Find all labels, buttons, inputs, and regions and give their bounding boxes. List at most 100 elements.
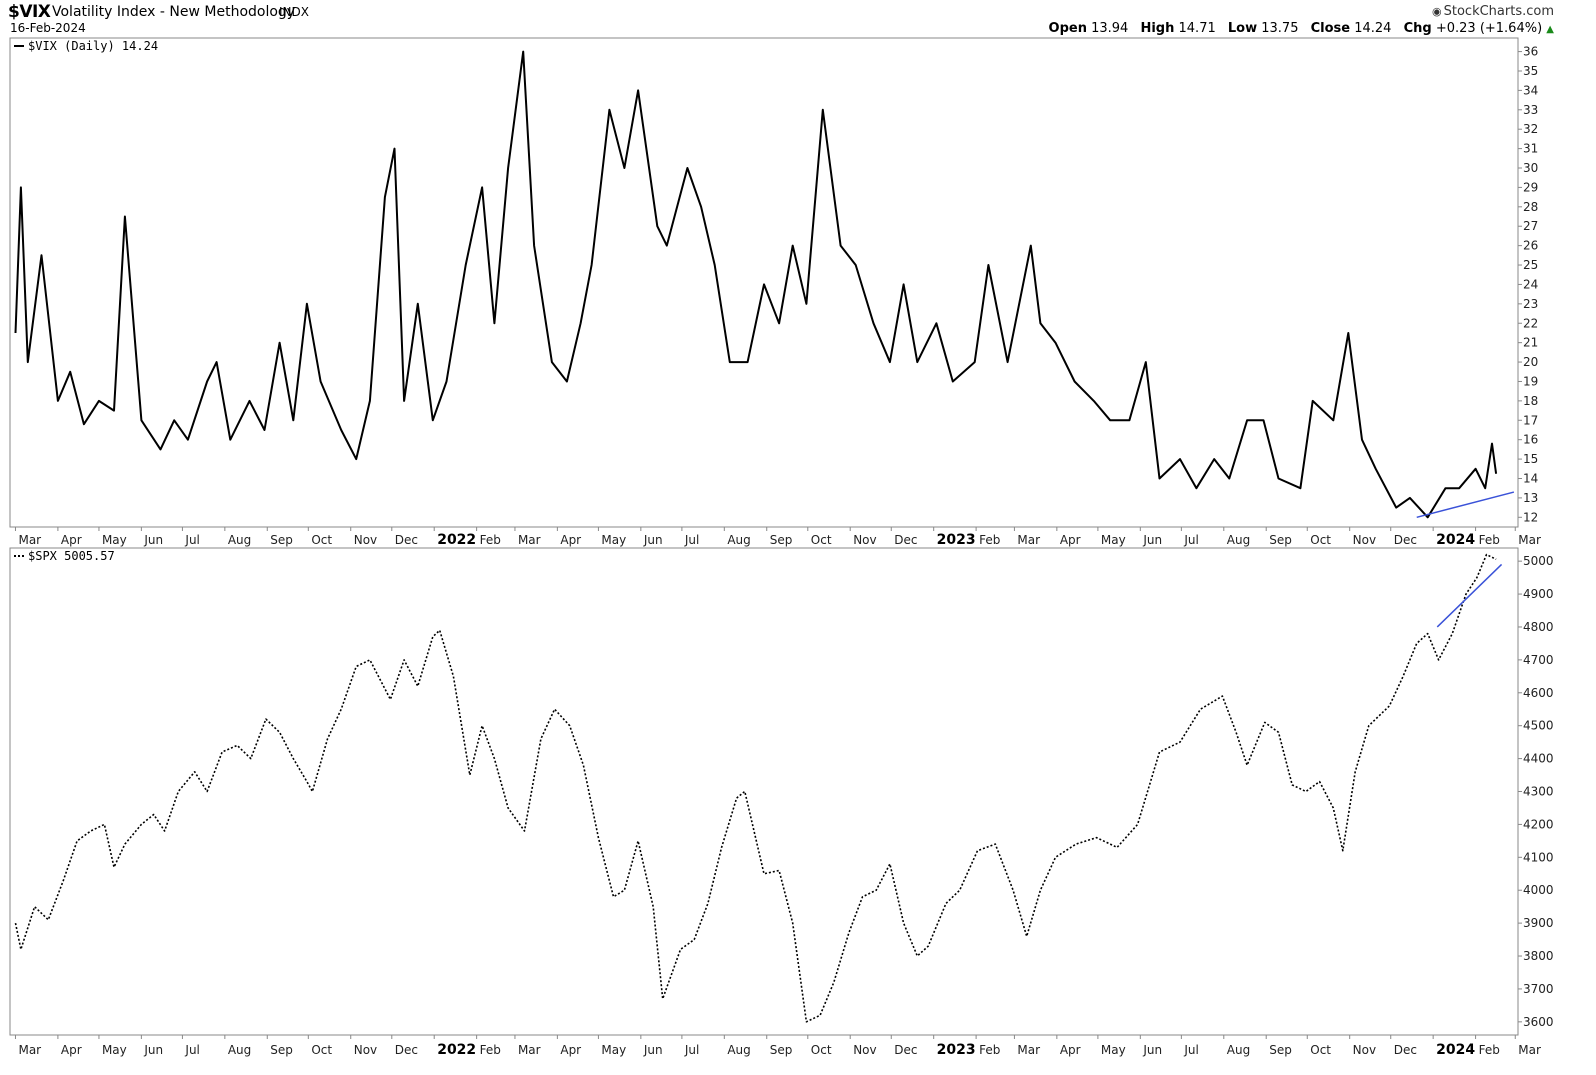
y-tick-label: 33	[1523, 103, 1538, 117]
y-tick-label: 5000	[1523, 554, 1554, 568]
x-tick-label: Jun	[1142, 533, 1162, 547]
x-tick-label: Aug	[727, 1043, 750, 1057]
y-tick-label: 23	[1523, 297, 1538, 311]
series-line	[14, 50, 1498, 519]
x-tick-label: Mar	[1017, 1043, 1040, 1057]
series-line	[14, 553, 1497, 1023]
x-tick-label: Apr	[61, 1043, 82, 1057]
x-tick-label: Jun	[643, 1043, 663, 1057]
x-tick-label: 2023	[937, 532, 976, 548]
y-tick-label: 30	[1523, 161, 1538, 175]
open-label: Open	[1048, 21, 1087, 36]
x-tick-label: Feb	[1479, 1043, 1500, 1057]
low-value: 13.75	[1261, 21, 1299, 36]
x-tick-label: Feb	[979, 533, 1000, 547]
x-tick-label: Jul	[184, 1043, 199, 1057]
x-tick-label: 2022	[437, 532, 476, 548]
plot-frame	[9, 37, 1519, 528]
x-tick-label: Apr	[1060, 1043, 1081, 1057]
x-tick-label: Jul	[1183, 533, 1198, 547]
x-tick-label: Jul	[684, 533, 699, 547]
x-tick-label: Oct	[1310, 1043, 1331, 1057]
y-tick-label: 15	[1523, 452, 1538, 466]
y-tick-label: 24	[1523, 277, 1538, 291]
legend-label: $VIX (Daily) 14.24	[28, 39, 158, 53]
y-tick-label: 20	[1523, 355, 1538, 369]
y-tick-label: 4600	[1523, 686, 1554, 700]
x-tick-label: Dec	[1394, 1043, 1417, 1057]
chart-date: 16-Feb-2024	[10, 21, 86, 35]
open-value: 13.94	[1091, 21, 1129, 36]
x-tick-label: May	[1101, 1043, 1126, 1057]
x-tick-label: Mar	[1518, 533, 1541, 547]
x-tick-label: Jul	[184, 533, 199, 547]
x-tick-label: Sep	[1269, 533, 1292, 547]
y-tick-label: 4800	[1523, 620, 1554, 634]
exchange-label: INDX	[279, 5, 309, 19]
chg-label: Chg	[1403, 21, 1432, 36]
x-tick-label: Aug	[727, 533, 750, 547]
x-tick-label: Oct	[311, 1043, 332, 1057]
y-tick-label: 4000	[1523, 883, 1554, 897]
y-tick-label: 29	[1523, 180, 1538, 194]
close-value: 14.24	[1354, 21, 1392, 36]
x-tick-label: Jun	[143, 533, 163, 547]
high-label: High	[1140, 21, 1175, 36]
x-tick-label: Mar	[18, 1043, 41, 1057]
x-tick-label: Apr	[560, 1043, 581, 1057]
close-label: Close	[1310, 21, 1351, 36]
x-tick-label: Aug	[1227, 533, 1250, 547]
y-tick-label: 21	[1523, 336, 1538, 350]
y-tick-label: 3900	[1523, 916, 1554, 930]
x-tick-label: Feb	[979, 1043, 1000, 1057]
x-tick-label: 2024	[1436, 532, 1475, 548]
x-tick-label: Mar	[518, 1043, 541, 1057]
y-tick-label: 3600	[1523, 1015, 1554, 1029]
y-tick-label: 26	[1523, 239, 1538, 253]
x-tick-label: Oct	[311, 533, 332, 547]
x-tick-label: May	[102, 1043, 127, 1057]
y-tick-label: 28	[1523, 200, 1538, 214]
y-tick-label: 34	[1523, 83, 1538, 97]
x-tick-label: Jun	[143, 1043, 163, 1057]
y-tick-label: 4200	[1523, 817, 1554, 831]
ohlc-readout: Open 13.94 High 14.71 Low 13.75 Close 14…	[1049, 21, 1554, 36]
x-tick-label: Feb	[480, 533, 501, 547]
x-tick-label: Apr	[560, 533, 581, 547]
x-tick-label: Sep	[770, 1043, 793, 1057]
x-tick-label: Nov	[354, 533, 377, 547]
x-tick-label: Feb	[480, 1043, 501, 1057]
y-tick-label: 35	[1523, 64, 1538, 78]
x-tick-label: Oct	[811, 1043, 832, 1057]
x-tick-label: May	[601, 533, 626, 547]
x-tick-label: Mar	[18, 533, 41, 547]
x-tick-label: Oct	[1310, 533, 1331, 547]
y-tick-label: 4700	[1523, 653, 1554, 667]
y-tick-label: 3800	[1523, 949, 1554, 963]
y-tick-label: 4500	[1523, 719, 1554, 733]
x-tick-label: Mar	[1518, 1043, 1541, 1057]
x-tick-label: Nov	[853, 533, 876, 547]
copyright-icon: ◉	[1432, 5, 1442, 18]
y-tick-label: 27	[1523, 219, 1538, 233]
y-tick-label: 32	[1523, 122, 1538, 136]
x-tick-label: Dec	[894, 1043, 917, 1057]
x-tick-label: 2022	[437, 1042, 476, 1058]
x-tick-label: Feb	[1479, 533, 1500, 547]
plot-frame	[9, 547, 1519, 1036]
y-tick-label: 17	[1523, 413, 1538, 427]
x-tick-label: Nov	[1353, 1043, 1376, 1057]
x-tick-label: Aug	[228, 533, 251, 547]
x-tick-label: Dec	[395, 1043, 418, 1057]
brand-logo: ◉ StockCharts.com	[1432, 4, 1554, 19]
x-tick-label: Apr	[61, 533, 82, 547]
x-tick-label: Oct	[811, 533, 832, 547]
symbol-label: $VIX	[8, 2, 51, 22]
x-tick-label: 2023	[937, 1042, 976, 1058]
x-tick-label: Sep	[1269, 1043, 1292, 1057]
y-tick-label: 4900	[1523, 587, 1554, 601]
y-tick-label: 3700	[1523, 982, 1554, 996]
y-tick-label: 36	[1523, 45, 1538, 59]
x-tick-label: May	[102, 533, 127, 547]
